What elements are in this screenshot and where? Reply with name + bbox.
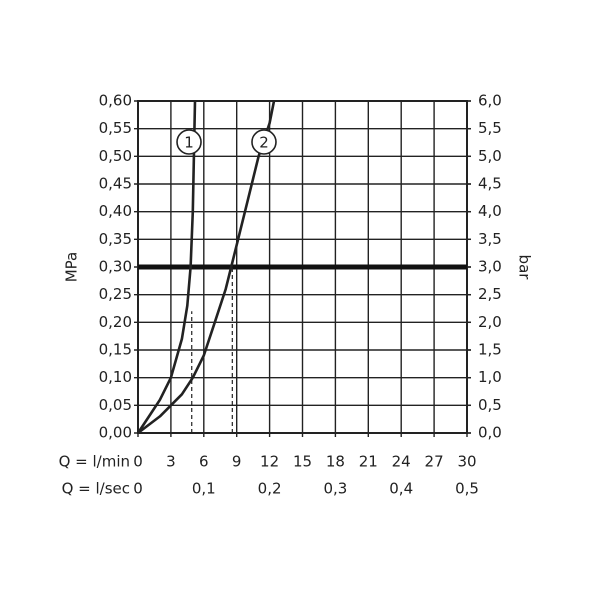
y-axis-label: MPa	[63, 252, 81, 283]
y-tick-label: 0,45	[99, 175, 132, 193]
x2-tick-label: 0	[133, 480, 143, 498]
y2-tick-label: 3,5	[478, 230, 502, 248]
x2-tick-label: 0,4	[389, 480, 413, 498]
y-tick-label: 0,25	[99, 285, 132, 303]
x-tick-label: 9	[232, 453, 242, 471]
y2-tick-label: 2,5	[478, 285, 502, 303]
y-tick-label: 0,55	[99, 119, 132, 137]
x2-axis-label: Q = l/sec	[62, 480, 130, 498]
x2-tick-label: 0,3	[323, 480, 347, 498]
y2-tick-label: 4,5	[478, 175, 502, 193]
y-tick-label: 0,30	[99, 258, 132, 276]
x2-tick-label: 0,2	[258, 480, 282, 498]
legend-label: 1	[184, 134, 194, 152]
y2-tick-label: 1,5	[478, 341, 502, 359]
y-tick-label: 0,20	[99, 313, 132, 331]
y2-tick-label: 2,0	[478, 313, 502, 331]
y-tick-label: 0,00	[99, 424, 132, 442]
x-tick-label: 12	[260, 453, 279, 471]
x-tick-label: 18	[326, 453, 345, 471]
x2-tick-label: 0,5	[455, 480, 479, 498]
y2-tick-label: 5,0	[478, 147, 502, 165]
series-line	[137, 100, 276, 435]
y2-tick-label: 3,0	[478, 258, 502, 276]
x-axis-label: Q = l/min	[59, 453, 130, 471]
x-tick-label: 3	[166, 453, 176, 471]
y-tick-label: 0,35	[99, 230, 132, 248]
y2-axis-label: bar	[516, 255, 534, 281]
y-tick-label: 0,50	[99, 147, 132, 165]
x-tick-label: 24	[392, 453, 411, 471]
series-line	[136, 100, 197, 434]
y-tick-label: 0,15	[99, 341, 132, 359]
x2-tick-label: 0,1	[192, 480, 216, 498]
x-tick-label: 30	[457, 453, 476, 471]
y2-tick-label: 0,0	[478, 424, 502, 442]
y2-tick-label: 0,5	[478, 396, 502, 414]
y-tick-label: 0,10	[99, 368, 132, 386]
x-tick-label: 0	[133, 453, 143, 471]
legend-label: 2	[259, 134, 269, 152]
y-tick-label: 0,40	[99, 202, 132, 220]
series-badge	[251, 129, 277, 155]
x-tick-label: 21	[359, 453, 378, 471]
y2-tick-label: 4,0	[478, 202, 502, 220]
x-tick-label: 15	[293, 453, 312, 471]
x-tick-label: 6	[199, 453, 209, 471]
y-tick-label: 0,05	[99, 396, 132, 414]
x-tick-label: 27	[425, 453, 444, 471]
series-badge	[176, 129, 202, 155]
y2-tick-label: 5,5	[478, 119, 502, 137]
y2-tick-label: 6,0	[478, 92, 502, 110]
y-tick-label: 0,60	[99, 92, 132, 110]
y2-tick-label: 1,0	[478, 368, 502, 386]
